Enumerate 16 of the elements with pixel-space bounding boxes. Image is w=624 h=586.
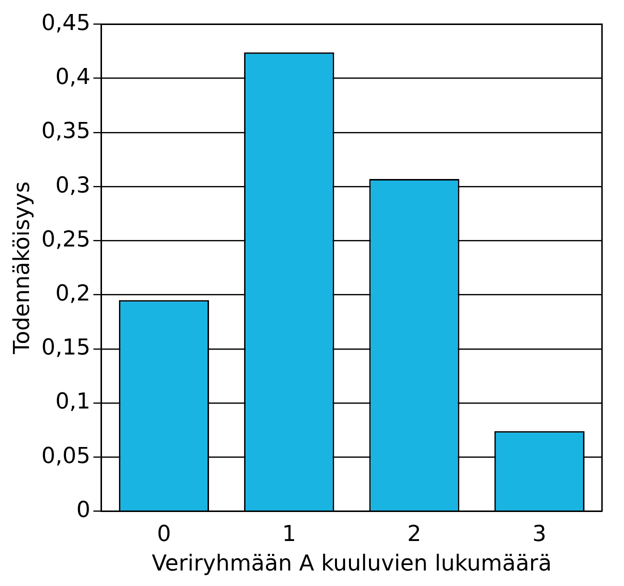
y-tick-label: 0: [76, 498, 90, 523]
y-tick-label: 0,45: [41, 10, 90, 36]
y-axis-title: Todennäköisyys: [10, 181, 35, 355]
y-tick-label: 0,05: [41, 444, 90, 469]
y-tick-label: 0,25: [41, 227, 90, 252]
x-tick-label: 2: [407, 522, 422, 548]
y-tick-label: 0,1: [55, 390, 90, 415]
y-tick-label: 0,2: [55, 281, 90, 306]
y-tick-label: 0,4: [55, 65, 90, 90]
x-tick-label: 3: [532, 522, 546, 548]
y-tick-label: 0,15: [41, 336, 90, 361]
x-tick-label: 0: [156, 522, 171, 548]
y-tick-label: 0,3: [55, 173, 90, 198]
x-axis-title: Veriryhmään A kuuluvien lukumäärä: [152, 552, 552, 577]
y-tick-label: 0,35: [41, 119, 90, 144]
x-tick-label: 1: [282, 522, 296, 548]
